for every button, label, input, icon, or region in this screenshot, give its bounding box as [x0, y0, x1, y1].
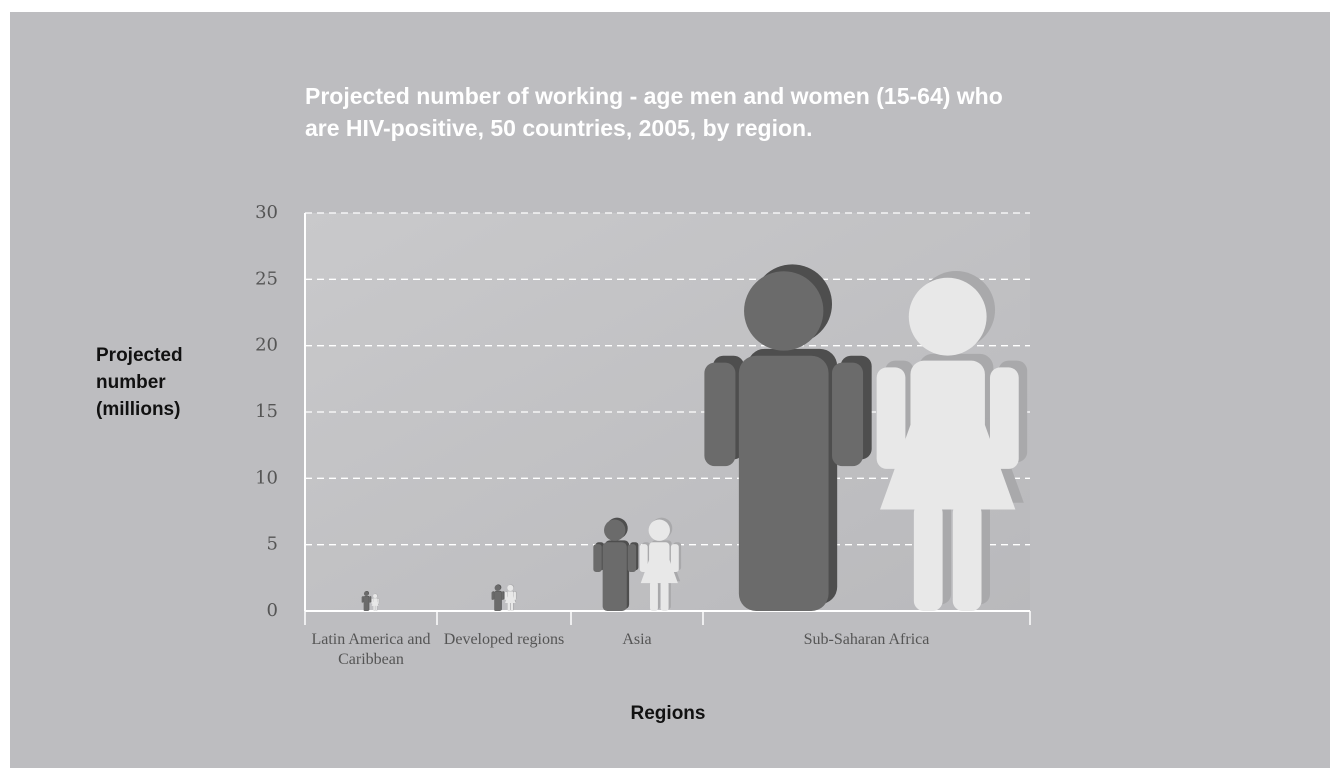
figure-part [513, 591, 516, 600]
woman-figure [504, 584, 516, 611]
figure-part [650, 581, 658, 611]
y-tick-label: 25 [255, 268, 278, 289]
chart-title: Projected number of working - age men an… [305, 83, 1003, 141]
figure-part [832, 362, 864, 467]
figure-part [908, 277, 987, 356]
figure-part [660, 581, 669, 611]
woman-figure [639, 519, 679, 611]
figure-part [648, 519, 670, 541]
figure-part [670, 544, 679, 572]
figure-part [604, 519, 626, 541]
y-tick-label: 0 [267, 600, 278, 621]
figure-part [375, 605, 377, 611]
x-tick-label: Asia [622, 631, 652, 648]
figure-part [593, 544, 602, 572]
figure-part [704, 362, 736, 467]
figure-part [744, 271, 824, 351]
figure-part [505, 596, 516, 604]
figure-part [989, 367, 1019, 469]
y-tick-label: 10 [255, 467, 278, 488]
figure-part [738, 355, 829, 611]
figure-part [639, 544, 648, 572]
x-tick-label: Latin America and Caribbean [311, 631, 431, 668]
figure-part [373, 605, 375, 611]
man-figure [491, 584, 504, 611]
woman-figure [371, 594, 379, 611]
figure-part [363, 591, 369, 596]
figure-part [627, 544, 637, 572]
figure-part [369, 596, 371, 603]
man-figure [593, 519, 637, 611]
y-tick-label: 15 [255, 401, 278, 422]
figure-part [913, 502, 943, 611]
figure-part [373, 594, 378, 598]
figure-part [504, 591, 508, 600]
man-figure [361, 591, 371, 611]
figure-part [952, 502, 982, 611]
figure-part [876, 367, 906, 469]
y-tick-label: 30 [255, 202, 278, 223]
x-tick-label: Sub-Saharan Africa [803, 631, 930, 648]
figure-part [602, 542, 627, 611]
x-tick-label: Developed regions [443, 631, 565, 648]
figure-part [494, 591, 502, 611]
woman-figure [876, 277, 1019, 611]
figure-part [507, 602, 510, 611]
figure-part [640, 559, 678, 584]
y-axis-label: Projected number (millions) [96, 345, 183, 420]
figure-part [363, 596, 369, 611]
x-axis-label: Regions [630, 703, 706, 724]
y-tick-label: 5 [267, 534, 278, 555]
figure-part [507, 584, 514, 591]
figure-part [371, 598, 373, 604]
figure-part [377, 598, 379, 604]
y-tick-label: 20 [255, 335, 278, 356]
figure-part [510, 602, 514, 611]
figure-part [494, 584, 501, 591]
figure-part [371, 601, 379, 606]
figure-part [361, 596, 364, 603]
figure-part [501, 591, 504, 600]
man-figure [704, 271, 864, 611]
figure-part [880, 424, 1016, 510]
figure-part [491, 591, 494, 600]
